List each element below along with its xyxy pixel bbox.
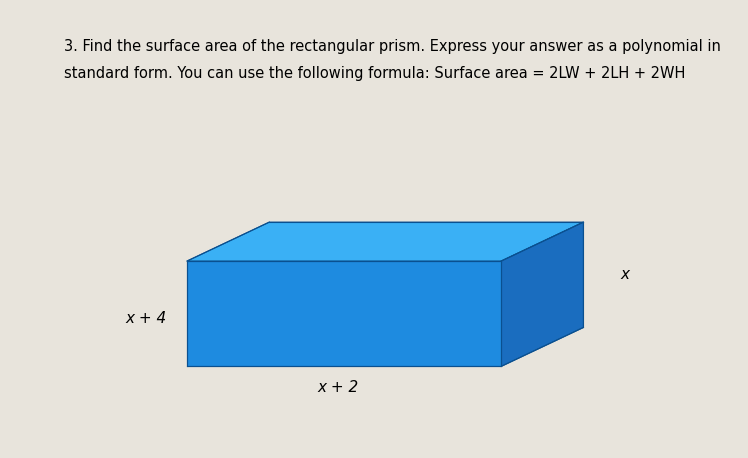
Polygon shape	[187, 261, 501, 366]
Text: 3. Find the surface area of the rectangular prism. Express your answer as a poly: 3. Find the surface area of the rectangu…	[64, 39, 720, 54]
Text: x: x	[620, 267, 629, 282]
Text: x + 4: x + 4	[125, 311, 167, 327]
Polygon shape	[501, 222, 583, 366]
Text: standard form. You can use the following formula: Surface area = 2LW + 2LH + 2WH: standard form. You can use the following…	[64, 66, 685, 82]
Text: x + 2: x + 2	[317, 380, 358, 394]
Polygon shape	[187, 222, 583, 261]
